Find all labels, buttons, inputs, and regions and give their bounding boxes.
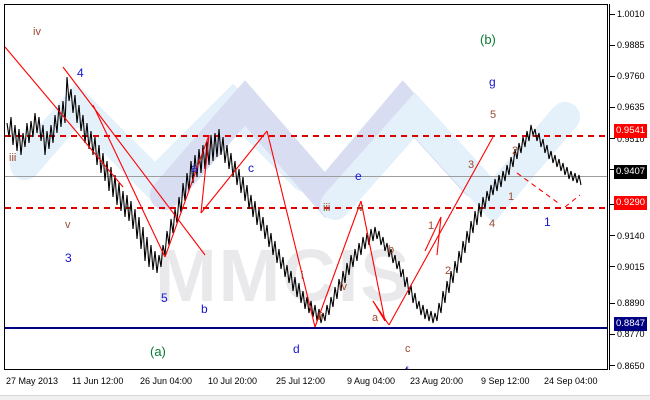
y-label: 1.0010 (617, 9, 645, 19)
y-label: 0.9510 (617, 134, 645, 144)
price-badge-lower[interactable]: 0.8847 (614, 317, 648, 331)
wave-label-iii-2: iii (323, 202, 331, 214)
x-label: 9 Aug 04:00 (347, 376, 396, 386)
wave-label-2-b: 2 (512, 145, 519, 157)
wave-label-c-brown: c (405, 343, 411, 355)
x-label: 9 Sep 12:00 (481, 376, 530, 386)
wave-label-v-1: v (65, 219, 71, 231)
x-label: 27 May 2013 (6, 376, 59, 386)
x-label: 23 Aug 20:00 (410, 376, 464, 386)
wave-label-i: i (301, 270, 304, 282)
price-line (6, 76, 582, 324)
y-tick (610, 14, 615, 15)
y-label: 0.8890 (617, 298, 645, 308)
x-label: 25 Jul 12:00 (276, 376, 326, 386)
wave-label-4-brown: 4 (489, 218, 496, 230)
wave-label-iv-1: iv (33, 26, 41, 38)
wave-label-5-brown: 5 (490, 109, 497, 121)
x-label: 11 Jun 12:00 (72, 376, 124, 386)
y-label: 0.8770 (617, 329, 645, 339)
wave-label-g-blue: g (489, 75, 496, 89)
wave-label-c-blue: c (248, 161, 254, 175)
elliott-trendlines (5, 46, 494, 328)
wave-label-e-blue: e (355, 169, 362, 183)
y-label: 0.8650 (617, 361, 645, 371)
y-tick (610, 334, 615, 335)
price-badge-support[interactable]: 0.9290 (614, 196, 648, 210)
y-label: 0.9635 (617, 102, 645, 112)
price-axis[interactable]: 1.0010 0.9885 0.9760 0.9635 0.9510 0.939… (609, 4, 650, 371)
forecast-projection-line-2 (564, 194, 581, 208)
y-tick (610, 303, 615, 304)
y-label: 0.9760 (617, 71, 645, 81)
wave-label-4: 4 (77, 66, 84, 80)
wave-label-5: 5 (161, 291, 168, 305)
x-label: 26 Jun 04:00 (140, 376, 193, 386)
wave-label-3: 3 (65, 251, 72, 265)
wave-label-v-2: v (358, 202, 364, 214)
wave-label-iv-2: iv (339, 281, 347, 293)
wave-label-1-b: 1 (508, 191, 515, 203)
horizontal-scrollbar[interactable] (0, 395, 650, 400)
y-label: 0.9140 (617, 231, 645, 241)
price-series-svg (5, 46, 582, 328)
x-label: 24 Sep 04:00 (544, 376, 598, 386)
y-label: 0.9015 (617, 262, 645, 272)
wave-label-b-brown: b (388, 244, 395, 256)
wave-label-a-primary: (a) (150, 344, 166, 359)
wave-label-b-blue: b (201, 302, 208, 316)
y-tick (610, 169, 615, 170)
wave-label-3-brown: 3 (468, 159, 475, 171)
wave-label-ii: ii (318, 311, 323, 323)
y-tick (610, 365, 615, 366)
y-label: 0.9885 (617, 40, 645, 50)
wave-label-f-blue: f (405, 365, 408, 369)
wave-label-b-primary: (b) (480, 32, 496, 47)
y-tick (610, 235, 615, 236)
price-badge-resistance[interactable]: 0.9541 (614, 124, 648, 138)
forecast-projection-line (516, 172, 562, 206)
y-tick (610, 266, 615, 267)
y-tick (610, 138, 615, 139)
y-tick (610, 45, 615, 46)
wave-label-d-blue: d (293, 342, 300, 356)
wave-label-1-a: 1 (428, 220, 435, 232)
y-tick (610, 107, 615, 108)
price-badge-current[interactable]: 0.9407 (614, 165, 648, 179)
x-label: 10 Jul 20:00 (208, 376, 258, 386)
chart-plot-area[interactable]: MMCIS (4, 4, 608, 370)
wave-label-iii-1: iii (9, 152, 17, 164)
wave-label-a-brown: a (372, 312, 379, 324)
y-tick (610, 76, 615, 77)
wave-label-a-blue: a (191, 161, 198, 175)
wave-label-2-a: 2 (445, 265, 452, 277)
wave-label-1-blue: 1 (544, 215, 551, 229)
y-tick (610, 204, 615, 205)
